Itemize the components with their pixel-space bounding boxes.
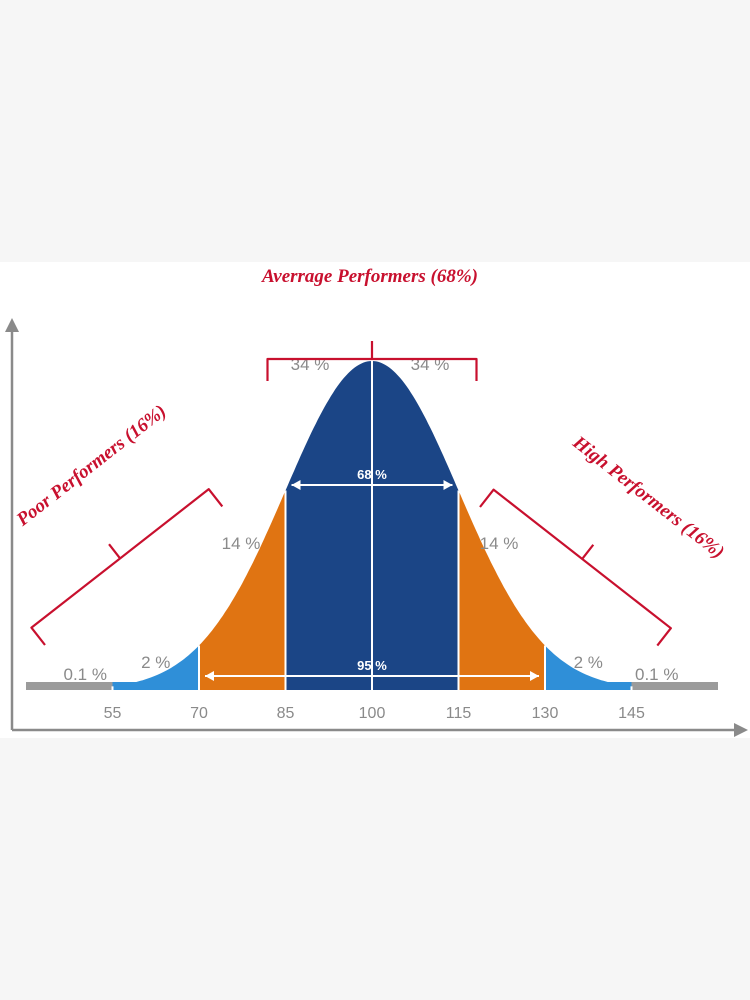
baseline-band-7 — [545, 682, 632, 690]
segment-percent-label-5: 34 % — [411, 355, 450, 374]
baseline-band-6 — [458, 682, 545, 690]
curve-segment-3 — [199, 490, 286, 690]
x-tick-label: 55 — [104, 705, 122, 722]
poor-bracket — [30, 488, 224, 646]
high-bracket — [479, 488, 672, 647]
curve-segment-4 — [285, 361, 372, 690]
span-arrowhead-right — [530, 671, 539, 681]
x-tick-label: 100 — [359, 705, 386, 722]
baseline-band-4 — [285, 682, 372, 690]
average-performers-label: Averrage Performers (68%) — [261, 266, 478, 287]
x-tick-label: 145 — [618, 705, 645, 722]
segment-percent-label-8: 0.1 % — [635, 665, 678, 684]
average-bracket — [266, 341, 478, 381]
baseline-band-2 — [112, 682, 199, 690]
x-tick-label: 130 — [532, 705, 559, 722]
segment-percent-label-2: 2 % — [141, 653, 170, 672]
x-tick-label: 70 — [190, 705, 208, 722]
baseline-band-5 — [372, 682, 459, 690]
segment-percent-label-6: 14 % — [480, 534, 519, 553]
curve-segment-7 — [545, 645, 632, 690]
baseline-band-1 — [26, 682, 113, 690]
curve-segment-5 — [372, 361, 459, 690]
span-arrowhead-right — [443, 480, 453, 490]
baseline-band-3 — [199, 682, 286, 690]
high-performers-label: High Performers (16%) — [568, 432, 728, 564]
x-tick-label: 85 — [277, 705, 295, 722]
curve-segment-6 — [458, 490, 545, 690]
y-axis-arrow — [5, 318, 19, 332]
baseline-band-8 — [631, 682, 718, 690]
poor-performers-label: Poor Performers (16%) — [12, 401, 170, 531]
x-tick-label: 115 — [446, 705, 472, 722]
chart-frame: 55 70 85 100 115 130 145 0.1 % 2 % 14 % 34 % 34 % 1… — [0, 262, 750, 738]
span-arrowhead-left — [291, 480, 301, 490]
segment-percent-label-4: 34 % — [291, 355, 330, 374]
segment-percent-label-3: 14 % — [222, 534, 261, 553]
x-axis-arrow — [734, 723, 748, 737]
segment-percent-label-1: 0.1 % — [64, 665, 107, 684]
bell-curve-chart: 55 70 85 100 115 130 145 0.1 % 2 % 14 % 34 % 34 % 1… — [5, 266, 748, 737]
high-bracket-wrap — [479, 488, 672, 647]
span-arrowhead-left — [205, 671, 214, 681]
segment-percent-label-7: 2 % — [574, 653, 603, 672]
curve-segment-2 — [112, 645, 199, 690]
